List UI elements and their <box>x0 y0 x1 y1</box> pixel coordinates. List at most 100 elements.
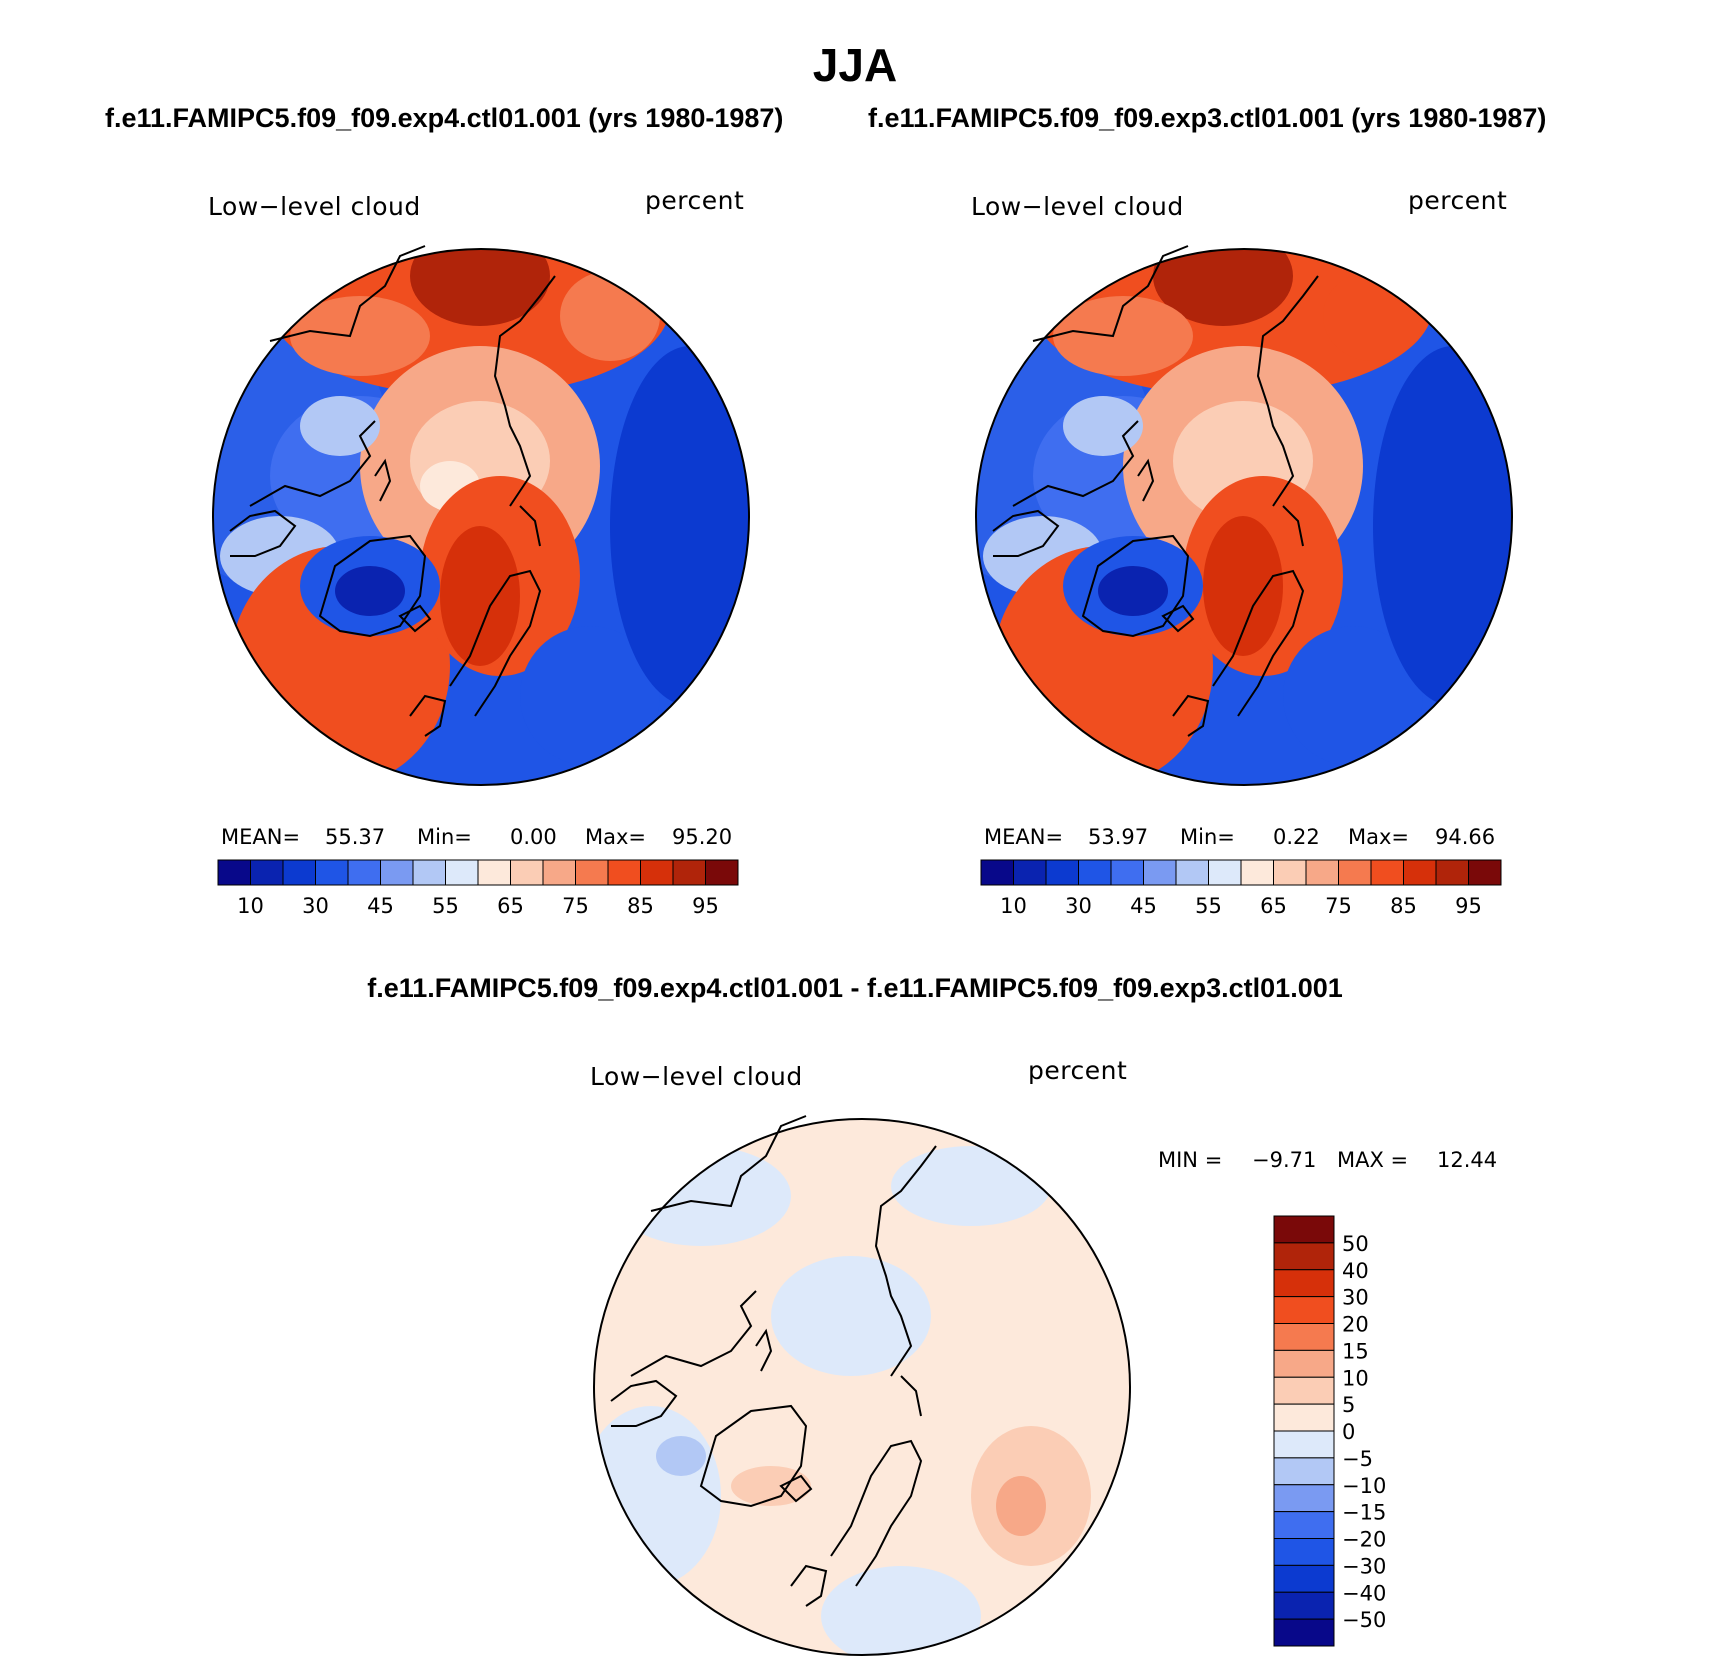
map3-coast-hudson-bay <box>610 1379 678 1427</box>
panel2-min-label: Min= <box>1180 825 1235 849</box>
panel1-min-label: Min= <box>417 825 472 849</box>
difference-title: f.e11.FAMIPC5.f09_f09.exp4.ctl01.001 - f… <box>367 973 1343 1003</box>
colorbar1-swatch <box>380 859 414 886</box>
colorbar3-swatch <box>1273 1403 1335 1432</box>
panel2-variable: Low−level cloud <box>971 192 1184 221</box>
colorbar1-tick-label: 45 <box>367 894 394 918</box>
map2-coast-scandinavia <box>1212 569 1305 717</box>
colorbar3-tick-label: −10 <box>1342 1474 1386 1498</box>
colorbar3-tick-label: −5 <box>1342 1447 1373 1471</box>
map1-field-greenland-core <box>335 566 405 616</box>
map1-coast-scandinavia <box>449 569 542 717</box>
colorbar2-tick-label: 65 <box>1260 894 1287 918</box>
colorbar1-swatch <box>575 859 609 886</box>
colorbar1-swatch <box>672 859 706 886</box>
colorbar1-swatch <box>315 859 349 886</box>
colorbar3-swatch <box>1273 1484 1335 1513</box>
colorbar1-swatch <box>445 859 479 886</box>
colorbar-panel1: 10 30 45 55 65 75 85 95 <box>217 859 739 918</box>
colorbar3-swatch <box>1273 1323 1335 1351</box>
map2-coast-greenland <box>1081 534 1190 638</box>
map3-field-alaska-neg <box>611 1146 791 1246</box>
map3-coast-siberia <box>874 1145 937 1377</box>
colorbar3-swatch <box>1273 1242 1335 1271</box>
map3-coast-iceland <box>779 1474 813 1503</box>
map1-coast-canada <box>249 420 376 507</box>
map3-coastlines <box>610 1115 937 1607</box>
map3-field-siberia-pos2 <box>996 1476 1046 1536</box>
map1-field-europe <box>520 626 660 766</box>
colorbar3-swatch <box>1273 1511 1335 1539</box>
map2-coast-novaya <box>1282 505 1304 547</box>
colorbar1-swatch <box>607 859 641 886</box>
map2-coast-hudson-bay <box>992 509 1060 557</box>
map1-coast-novaya <box>519 505 541 547</box>
map2-field-okhotsk <box>1323 271 1423 361</box>
colorbar3-tick-label: 20 <box>1342 1313 1369 1337</box>
map1-coast-iceland <box>398 604 432 633</box>
map1-field-norwegian-sea <box>440 526 520 666</box>
colorbar3-tick-label: −20 <box>1342 1528 1386 1552</box>
map3-coast-canada <box>630 1290 757 1377</box>
colorbar2-swatch <box>1273 859 1307 886</box>
map-panel1 <box>212 245 750 786</box>
colorbar1-tick-label: 75 <box>562 894 589 918</box>
colorbar3-tick-label: 30 <box>1342 1286 1369 1310</box>
colorbar2-swatch <box>1143 859 1177 886</box>
colorbar2-tick-label: 30 <box>1065 894 1092 918</box>
map3-coast-novaya <box>900 1375 922 1417</box>
map2-field-norwegian-sea <box>1203 516 1283 656</box>
map2-coast-siberia <box>1256 275 1319 507</box>
colorbar2-swatch <box>1370 859 1404 886</box>
colorbar1-swatch <box>282 859 316 886</box>
colorbar1-tick-label: 85 <box>627 894 654 918</box>
colorbar2-swatch <box>1175 859 1209 886</box>
map-panel2 <box>975 245 1513 786</box>
map3-coast-arctic-islands <box>755 1328 773 1372</box>
colorbar2-swatch <box>1338 859 1372 886</box>
map-panel3 <box>593 1115 1131 1656</box>
map2-border <box>975 248 1513 786</box>
colorbar1-tick-label: 65 <box>497 894 524 918</box>
map3-field-east-pos <box>1031 1236 1111 1396</box>
colorbar2-tick-label: 45 <box>1130 894 1157 918</box>
panel3-min-label: MIN = <box>1158 1148 1223 1172</box>
panel2-min-value: 0.22 <box>1273 825 1320 849</box>
colorbar2-swatch <box>1045 859 1079 886</box>
panel1-variable: Low−level cloud <box>208 192 421 221</box>
map2-coastlines <box>992 245 1319 737</box>
panel1-min-value: 0.00 <box>510 825 557 849</box>
colorbar3-swatch <box>1273 1564 1335 1593</box>
map1-field-okhotsk <box>560 271 660 361</box>
panel1-max-value: 95.20 <box>672 825 733 849</box>
colorbar2-swatch <box>1468 859 1502 886</box>
map3-field-canada-neg2 <box>656 1436 706 1476</box>
colorbar3-swatch <box>1273 1591 1335 1620</box>
panel2-units: percent <box>1408 186 1508 215</box>
panel3-units: percent <box>1028 1056 1128 1085</box>
colorbar1-tick-label: 10 <box>237 894 264 918</box>
colorbar3-tick-label: 40 <box>1342 1259 1369 1283</box>
map2-field-alaska <box>1053 296 1193 376</box>
map2-field-europe <box>1283 626 1423 766</box>
map2-coast-alaska <box>1032 245 1189 342</box>
colorbar2-tick-label: 10 <box>1000 894 1027 918</box>
panel1-mean-label: MEAN= <box>221 825 301 849</box>
colorbar1-swatch <box>347 859 381 886</box>
colorbar3-tick-label: −50 <box>1342 1608 1386 1632</box>
colorbar1-swatch <box>640 859 674 886</box>
map2-coast-arctic-islands <box>1137 458 1155 502</box>
colorbar3-tick-label: 50 <box>1342 1232 1369 1256</box>
map3-field-okhotsk-neg <box>891 1146 1051 1226</box>
map2-coast-iceland <box>1161 604 1195 633</box>
map3-coast-alaska <box>650 1115 807 1212</box>
case-title-right: f.e11.FAMIPC5.f09_f09.exp3.ctl01.001 (yr… <box>868 103 1547 133</box>
colorbar2-swatch <box>1240 859 1274 886</box>
colorbar3-tick-label: 10 <box>1342 1366 1369 1390</box>
map1-coast-alaska <box>269 245 426 342</box>
colorbar3-swatch <box>1273 1538 1335 1566</box>
map3-field-europe-neg <box>821 1566 981 1655</box>
colorbar3-swatch <box>1273 1618 1335 1647</box>
map2-coast-britain <box>1172 694 1210 737</box>
